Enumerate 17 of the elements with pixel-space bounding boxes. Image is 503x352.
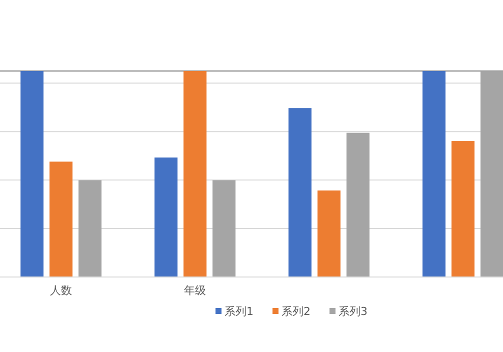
x-tick-label: 人数 bbox=[50, 284, 72, 297]
bar bbox=[288, 108, 312, 277]
bar bbox=[78, 180, 102, 277]
bar bbox=[50, 162, 72, 277]
bar bbox=[212, 180, 236, 277]
legend-label: 系列2 bbox=[282, 305, 310, 318]
bar bbox=[452, 141, 474, 277]
bar bbox=[318, 190, 340, 277]
bar bbox=[154, 158, 178, 277]
bar bbox=[346, 132, 370, 277]
bar bbox=[184, 71, 206, 277]
x-tick-label: 年级 bbox=[184, 284, 206, 297]
bar bbox=[422, 71, 446, 277]
bar bbox=[20, 71, 44, 277]
bar bbox=[480, 71, 503, 277]
legend-label: 系列3 bbox=[338, 305, 368, 318]
legend-label: 系列1 bbox=[224, 305, 254, 318]
